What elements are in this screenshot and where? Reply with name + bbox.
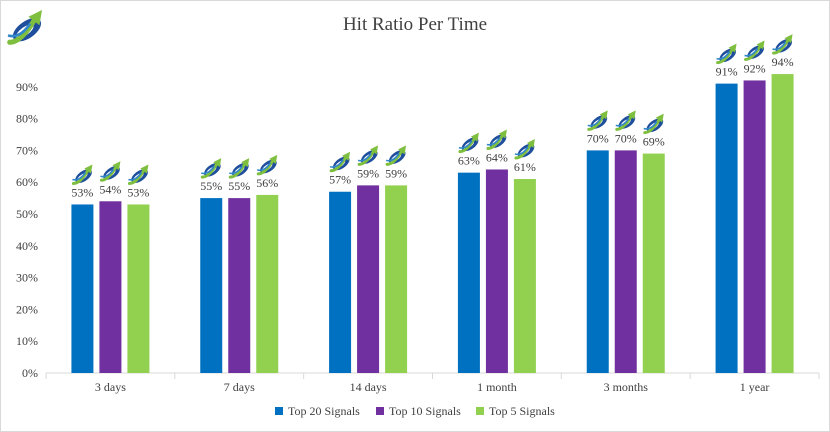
rising-arrow-logo-icon [255,153,281,178]
rising-arrow-logo-icon [715,42,740,67]
legend-swatch [376,407,384,415]
chart-title: Hit Ratio Per Time [343,14,487,35]
y-tick-label: 60% [16,175,38,189]
data-label: 70% [587,131,609,145]
y-tick-label: 30% [16,271,38,285]
legend-swatch [275,407,283,415]
y-tick-label: 70% [16,143,38,157]
rising-arrow-logo-icon [126,162,152,188]
data-label: 91% [716,65,738,79]
data-label: 94% [772,55,794,69]
bar [715,83,738,374]
rising-arrow-logo-icon [743,38,768,64]
bar [771,74,794,373]
data-label: 63% [458,154,480,168]
legend-label: Top 5 Signals [489,404,555,418]
y-tick-label: 10% [16,334,38,348]
bar [99,201,122,373]
rising-arrow-logo-icon [8,10,45,46]
y-tick-label: 50% [16,207,38,221]
data-label: 92% [744,61,766,75]
bar [743,80,766,373]
rising-arrow-logo-icon [586,108,612,134]
data-label: 56% [256,176,278,190]
y-tick-label: 90% [16,80,38,94]
rising-arrow-logo-icon [771,32,796,57]
rising-arrow-logo-icon [227,156,253,181]
rising-arrow-logo-icon [356,143,382,169]
rising-arrow-logo-icon [384,143,410,169]
bar [228,198,251,373]
bar [385,185,408,373]
bar [485,169,508,373]
legend-swatch [476,407,484,415]
bar [614,150,637,373]
bar [642,153,665,373]
data-label: 59% [357,166,379,180]
bar [513,179,536,373]
bar-series-group [71,74,794,374]
x-tick-label: 3 months [604,380,649,394]
legend: Top 20 Signals Top 10 Signals Top 5 Signal… [275,404,555,418]
data-label: 69% [643,135,665,149]
rising-arrow-logo-icon [614,108,640,134]
data-label: 55% [228,179,250,193]
y-tick-label: 80% [16,112,38,126]
y-tick-label: 20% [16,302,38,316]
data-label: 53% [127,185,149,199]
rising-arrow-logo-icon [98,159,124,184]
y-axis: 0% 10% 20% 30% 40% 50% 60% 70% 80% 90% [16,80,38,380]
bar [71,204,94,373]
data-label: 53% [71,185,93,199]
data-label: 55% [200,179,222,193]
x-tick-label: 14 days [350,380,387,394]
bar [357,185,380,373]
bar [200,198,223,373]
rising-arrow-logo-icon [70,162,96,188]
data-label: 57% [329,173,351,187]
rising-arrow-logo-icon [199,156,225,181]
y-tick-label: 0% [22,366,38,380]
data-label: 64% [486,150,508,164]
rising-arrow-logo-icon [513,137,539,162]
corner-logo [8,10,45,46]
bar [457,172,480,373]
x-axis: 3 days 7 days 14 days 1 month 3 months 1 year [45,372,820,394]
x-tick-label: 1 year [740,380,770,394]
x-tick-label: 7 days [224,380,255,394]
bar [256,194,279,373]
x-tick-label: 3 days [95,380,126,394]
rising-arrow-logo-icon [485,127,511,153]
rising-arrow-logo-icon [642,112,668,137]
rising-arrow-logo-icon [328,150,354,175]
bar [329,191,352,373]
legend-label: Top 20 Signals [288,404,360,418]
data-label: 54% [99,182,121,196]
data-label: 61% [514,160,536,174]
data-label: 59% [385,166,407,180]
bar [586,150,609,373]
legend-label: Top 10 Signals [389,404,461,418]
rising-arrow-logo-icon [457,131,483,156]
x-tick-label: 1 month [477,380,517,394]
y-tick-label: 40% [16,239,38,253]
bar [127,204,150,373]
data-label: 70% [615,131,637,145]
data-label-group: 53% 54% 53% 55% 55% 56% 57% 59% 59% 63% 64% 61% 70% 7… [70,32,796,199]
